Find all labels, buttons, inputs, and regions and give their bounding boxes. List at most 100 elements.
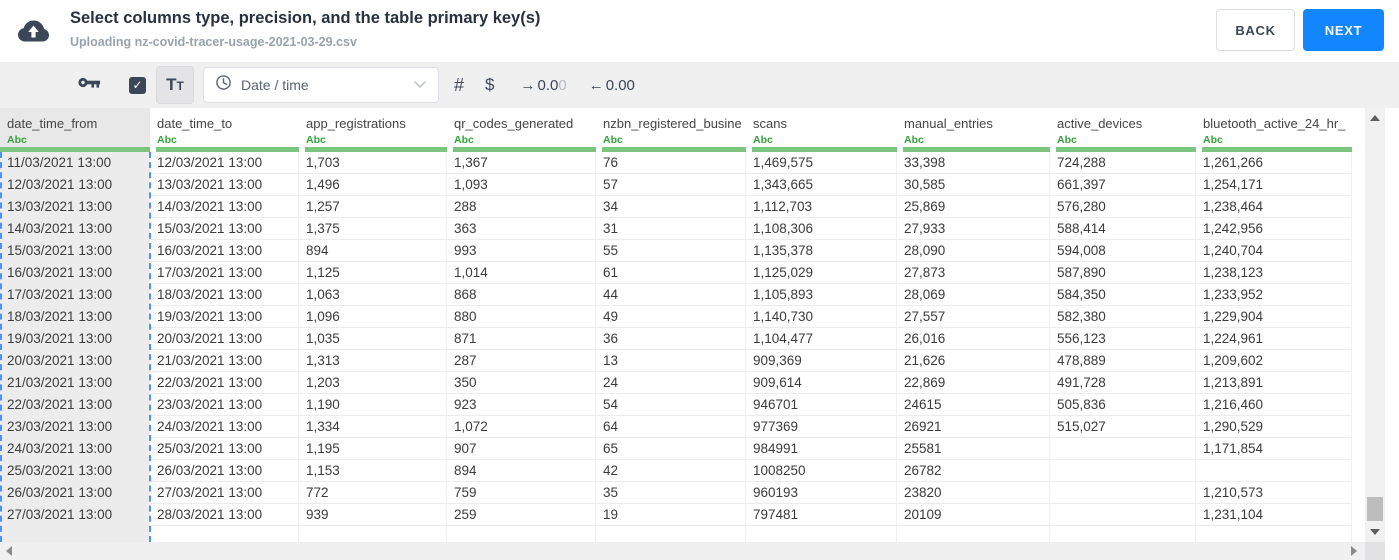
table-cell[interactable]: 1,238,123 — [1196, 262, 1352, 284]
column-type-select[interactable]: Date / time — [203, 67, 439, 103]
table-cell[interactable]: 556,123 — [1050, 328, 1196, 350]
table-cell[interactable]: 24 — [596, 372, 746, 394]
table-cell[interactable]: 16/03/2021 13:00 — [150, 240, 299, 262]
table-cell[interactable]: 960193 — [746, 482, 897, 504]
table-cell[interactable]: 584,350 — [1050, 284, 1196, 306]
table-cell[interactable]: 288 — [447, 196, 596, 218]
table-cell[interactable]: 259 — [447, 504, 596, 526]
table-cell[interactable]: 1,213,891 — [1196, 372, 1352, 394]
table-cell[interactable]: 23/03/2021 13:00 — [150, 394, 299, 416]
table-cell[interactable]: 1,229,904 — [1196, 306, 1352, 328]
scroll-left-button[interactable] — [6, 546, 12, 556]
column-header[interactable]: app_registrations Abc — [299, 108, 447, 147]
table-cell[interactable]: 24/03/2021 13:00 — [150, 416, 299, 438]
table-cell[interactable] — [1050, 438, 1196, 460]
table-cell[interactable]: 909,614 — [746, 372, 897, 394]
table-cell[interactable]: 1,125 — [299, 262, 447, 284]
table-cell[interactable]: 478,889 — [1050, 350, 1196, 372]
table-cell[interactable]: 33,398 — [897, 152, 1050, 174]
decimal-shift-right-button[interactable]: → 0.0 0 — [520, 77, 566, 94]
column-header[interactable]: active_devices Abc — [1050, 108, 1196, 147]
table-cell[interactable]: 1,108,306 — [746, 218, 897, 240]
table-cell[interactable]: 20109 — [897, 504, 1050, 526]
table-cell[interactable]: 18/03/2021 13:00 — [0, 306, 150, 328]
table-cell[interactable]: 923 — [447, 394, 596, 416]
table-cell[interactable]: 1,238,464 — [1196, 196, 1352, 218]
table-cell[interactable]: 1,257 — [299, 196, 447, 218]
table-cell[interactable]: 65 — [596, 438, 746, 460]
table-cell[interactable]: 16/03/2021 13:00 — [0, 262, 150, 284]
table-cell[interactable]: 1008250 — [746, 460, 897, 482]
table-cell[interactable]: 21,626 — [897, 350, 1050, 372]
table-cell[interactable]: 23820 — [897, 482, 1050, 504]
table-cell[interactable]: 13/03/2021 13:00 — [0, 196, 150, 218]
table-cell[interactable]: 64 — [596, 416, 746, 438]
table-cell[interactable]: 909,369 — [746, 350, 897, 372]
table-cell[interactable]: 588,414 — [1050, 218, 1196, 240]
table-cell[interactable] — [1196, 460, 1352, 482]
table-cell[interactable]: 1,153 — [299, 460, 447, 482]
table-cell[interactable]: 1,171,854 — [1196, 438, 1352, 460]
table-cell[interactable]: 1,209,602 — [1196, 350, 1352, 372]
table-cell[interactable]: 57 — [596, 174, 746, 196]
table-cell[interactable]: 1,496 — [299, 174, 447, 196]
table-cell[interactable]: 15/03/2021 13:00 — [0, 240, 150, 262]
table-cell[interactable]: 17/03/2021 13:00 — [0, 284, 150, 306]
table-cell[interactable]: 772 — [299, 482, 447, 504]
table-cell[interactable] — [1050, 504, 1196, 526]
table-cell[interactable]: 27,933 — [897, 218, 1050, 240]
table-cell[interactable]: 894 — [447, 460, 596, 482]
table-cell[interactable]: 576,280 — [1050, 196, 1196, 218]
table-cell[interactable]: 797481 — [746, 504, 897, 526]
table-cell[interactable]: 1,035 — [299, 328, 447, 350]
primary-key-button[interactable] — [78, 75, 101, 95]
scroll-up-button[interactable] — [1370, 115, 1380, 121]
table-cell[interactable]: 1,125,029 — [746, 262, 897, 284]
table-cell[interactable]: 26/03/2021 13:00 — [0, 482, 150, 504]
table-cell[interactable]: 19/03/2021 13:00 — [150, 306, 299, 328]
table-cell[interactable]: 19 — [596, 504, 746, 526]
table-cell[interactable] — [1050, 482, 1196, 504]
table-cell[interactable]: 21/03/2021 13:00 — [150, 350, 299, 372]
table-cell[interactable]: 1,216,460 — [1196, 394, 1352, 416]
table-cell[interactable]: 30,585 — [897, 174, 1050, 196]
table-cell[interactable]: 22/03/2021 13:00 — [0, 394, 150, 416]
table-cell[interactable]: 35 — [596, 482, 746, 504]
table-cell[interactable]: 12/03/2021 13:00 — [0, 174, 150, 196]
table-cell[interactable]: 587,890 — [1050, 262, 1196, 284]
table-cell[interactable]: 1,203 — [299, 372, 447, 394]
table-cell[interactable]: 1,104,477 — [746, 328, 897, 350]
table-cell[interactable]: 20/03/2021 13:00 — [0, 350, 150, 372]
table-cell[interactable]: 1,290,529 — [1196, 416, 1352, 438]
table-cell[interactable]: 28,090 — [897, 240, 1050, 262]
table-cell[interactable] — [1050, 460, 1196, 482]
table-cell[interactable]: 894 — [299, 240, 447, 262]
table-cell[interactable]: 1,261,266 — [1196, 152, 1352, 174]
column-header[interactable]: bluetooth_active_24_hr_ Abc — [1196, 108, 1352, 147]
table-cell[interactable]: 1,469,575 — [746, 152, 897, 174]
table-cell[interactable]: 505,836 — [1050, 394, 1196, 416]
table-cell[interactable]: 36 — [596, 328, 746, 350]
table-cell[interactable]: 1,140,730 — [746, 306, 897, 328]
table-cell[interactable]: 27,873 — [897, 262, 1050, 284]
table-cell[interactable]: 61 — [596, 262, 746, 284]
table-cell[interactable]: 20/03/2021 13:00 — [150, 328, 299, 350]
table-cell[interactable]: 24/03/2021 13:00 — [0, 438, 150, 460]
table-cell[interactable]: 12/03/2021 13:00 — [150, 152, 299, 174]
table-cell[interactable]: 868 — [447, 284, 596, 306]
include-column-checkbox[interactable]: ✓ — [129, 76, 146, 94]
table-cell[interactable]: 871 — [447, 328, 596, 350]
table-cell[interactable]: 1,063 — [299, 284, 447, 306]
table-cell[interactable]: 491,728 — [1050, 372, 1196, 394]
table-cell[interactable]: 28,069 — [897, 284, 1050, 306]
table-cell[interactable]: 42 — [596, 460, 746, 482]
table-cell[interactable]: 939 — [299, 504, 447, 526]
table-cell[interactable]: 1,343,665 — [746, 174, 897, 196]
table-cell[interactable]: 76 — [596, 152, 746, 174]
table-cell[interactable]: 1,231,104 — [1196, 504, 1352, 526]
table-cell[interactable]: 14/03/2021 13:00 — [150, 196, 299, 218]
table-cell[interactable]: 11/03/2021 13:00 — [0, 152, 150, 174]
table-cell[interactable]: 24615 — [897, 394, 1050, 416]
table-cell[interactable]: 1,135,378 — [746, 240, 897, 262]
